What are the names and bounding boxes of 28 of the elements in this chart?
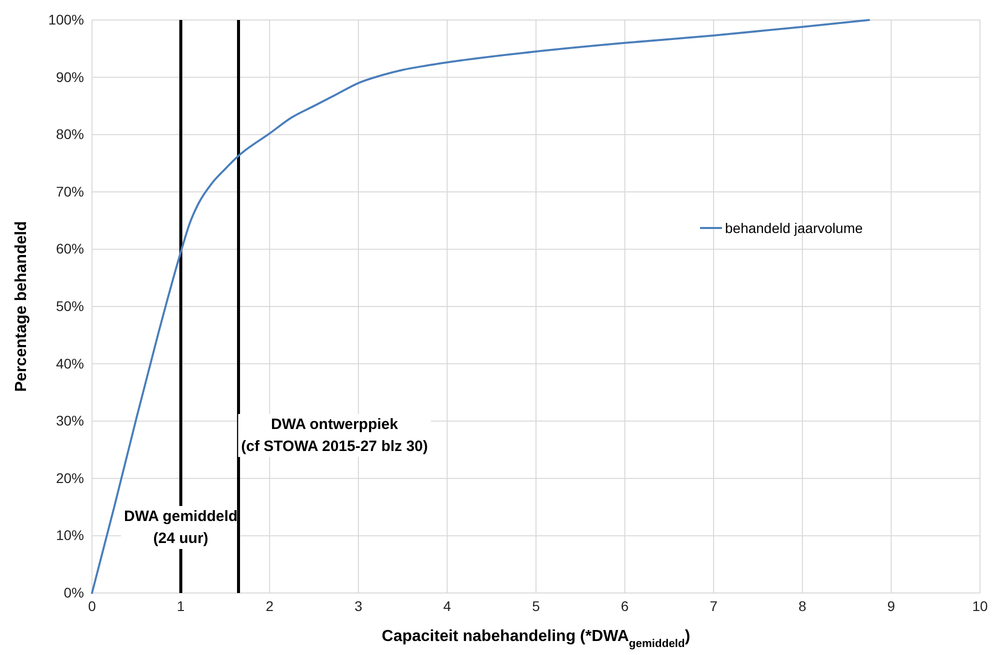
y-tick-label: 40% [56,355,84,372]
x-tick-label: 0 [88,598,96,614]
x-tick-label: 8 [798,598,806,614]
y-tick-label: 80% [56,126,84,142]
y-tick-label: 50% [56,298,84,314]
x-axis-title: Capaciteit nabehandeling (*DWA$_{gemiddeld}$) [382,628,690,650]
y-tick-label: 20% [56,470,84,486]
y-tick-label: 100% [48,11,84,28]
ref-line-label: DWA ontwerppiek (cf STOWA 2015-27 blz 30) [241,416,428,455]
x-tick-label: 1 [176,598,185,614]
y-tick-label: 90% [56,68,84,85]
y-axis-title: Percentage behandeld [13,221,30,392]
x-tick-label: 6 [620,598,629,614]
x-tick-label: 4 [443,598,452,614]
y-tick-label: 0% [64,584,84,600]
legend-label: behandeld jaarvolume [725,220,863,236]
x-tick-label: 3 [354,598,362,614]
x-tick-label: 10 [972,598,988,614]
x-tick-label: 7 [710,598,718,614]
x-tick-label: 5 [532,598,540,614]
y-tick-label: 30% [56,412,84,429]
ref-line-label: DWA gemiddeld (24 uur) [124,508,238,547]
y-tick-label: 60% [56,240,84,257]
y-tick-label: 10% [56,527,84,544]
x-tick-label: 9 [887,598,896,614]
x-tick-label: 2 [266,598,274,614]
line-series [91,19,870,594]
y-tick-label: 70% [56,183,84,200]
